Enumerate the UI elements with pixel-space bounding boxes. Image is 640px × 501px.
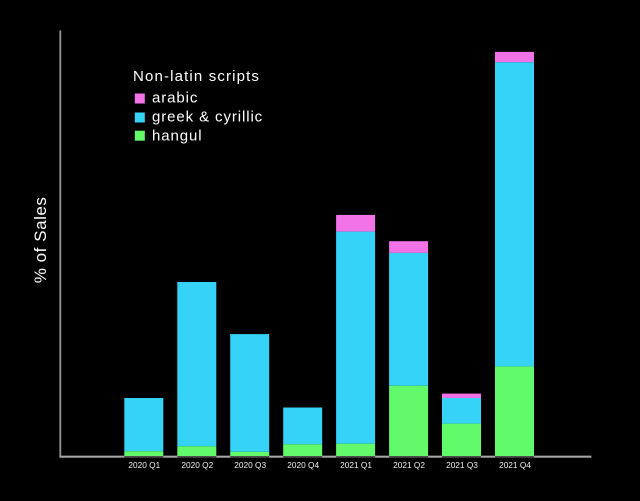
svg-text:Non-latin scripts: Non-latin scripts	[133, 68, 260, 85]
svg-text:2020 Q4: 2020 Q4	[287, 460, 319, 470]
svg-text:arabic: arabic	[152, 89, 198, 106]
svg-text:2020 Q2: 2020 Q2	[181, 460, 213, 470]
svg-text:2021 Q4: 2021 Q4	[499, 460, 531, 470]
svg-text:2020 Q3: 2020 Q3	[234, 460, 266, 470]
svg-text:hangul: hangul	[152, 127, 202, 144]
svg-text:% of Sales: % of Sales	[31, 197, 50, 284]
svg-text:2020 Q1: 2020 Q1	[128, 460, 160, 470]
svg-text:2021 Q1: 2021 Q1	[340, 460, 372, 470]
svg-text:greek & cyrillic: greek & cyrillic	[152, 108, 263, 125]
svg-text:2021 Q3: 2021 Q3	[446, 460, 478, 470]
svg-text:2021 Q2: 2021 Q2	[393, 460, 425, 470]
